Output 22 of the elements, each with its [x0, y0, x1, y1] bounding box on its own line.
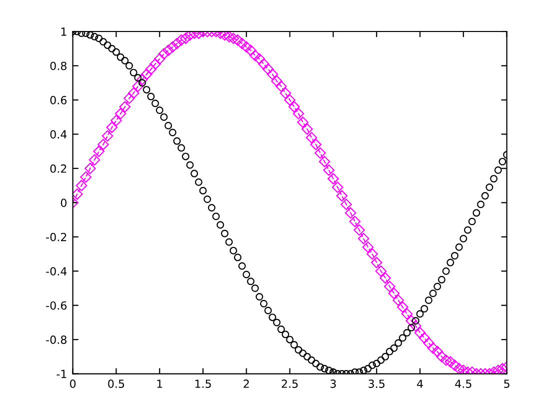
y-tick-label: 0.4 [50, 130, 67, 139]
y-tick-label: 0 [60, 198, 67, 208]
x-tick-label: 3 [330, 380, 336, 388]
y-tick-label: 0.8 [50, 62, 66, 70]
y-tick-label: -0.8 [46, 336, 66, 344]
y-tick-label: -1 [56, 370, 66, 378]
x-tick-label: 3.5 [368, 380, 384, 388]
x-tick-label: 4 [417, 380, 423, 388]
x-tick-label: 4.5 [455, 380, 472, 388]
y-tick-label: 0.6 [50, 96, 67, 104]
y-tick-label: -0.4 [46, 267, 67, 276]
y-tick-label: -0.2 [46, 232, 66, 242]
x-tick-label: 0.5 [108, 380, 124, 388]
x-tick-label: 1 [157, 380, 162, 388]
y-tick-label: 0.2 [50, 164, 66, 173]
y-tick-label: 1 [61, 28, 66, 36]
x-tick-label: 2 [244, 380, 249, 388]
y-tick-label: -0.6 [46, 301, 67, 310]
x-tick-label: 5 [504, 380, 510, 388]
x-tick-label: 2.5 [282, 380, 298, 388]
x-tick-label: 1.5 [195, 380, 211, 388]
x-tick-label: 0 [70, 380, 76, 388]
